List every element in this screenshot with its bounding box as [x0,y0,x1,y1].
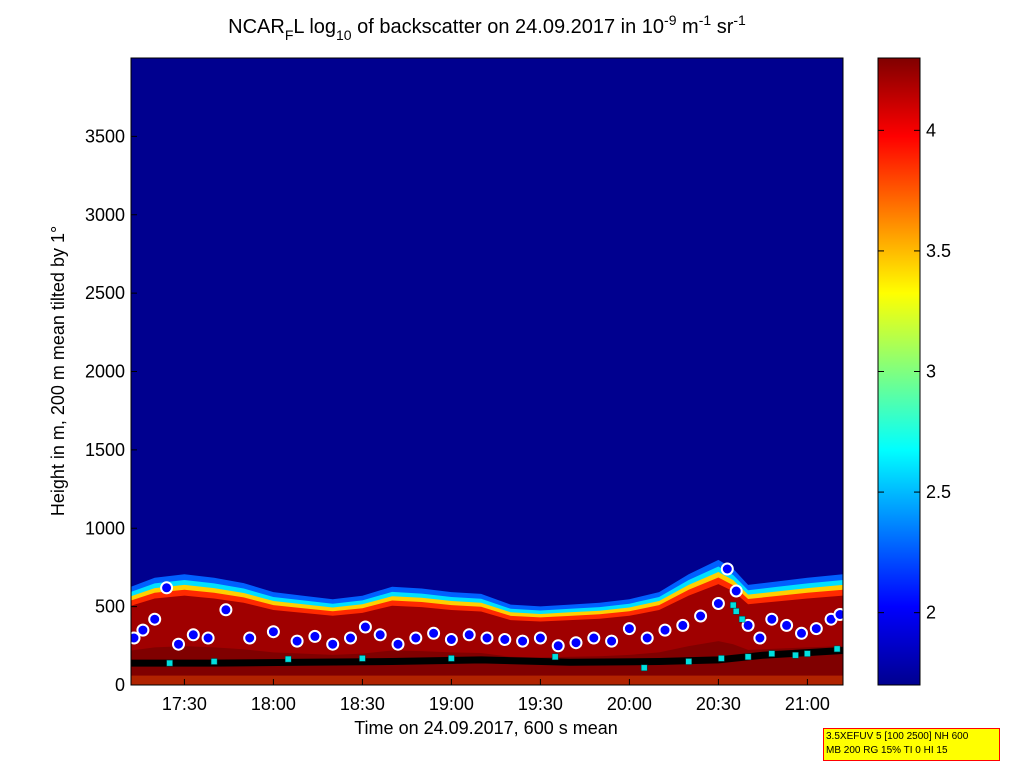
info-line-1: 3.5XEFUV 5 [100 2500] NH 600 [826,731,969,742]
cloud-base-marker [344,631,357,645]
cyan-marker [833,645,841,653]
cloud-base-marker [462,628,476,642]
colorbar-tick-label: 3.5 [926,241,951,261]
y-tick-label: 2000 [85,362,125,382]
x-tick-label: 18:00 [251,694,296,714]
cloud-base-marker [160,581,174,595]
plot-area [130,57,844,686]
cloud-base-marker [622,622,636,636]
cloud-base-marker [427,626,441,640]
colorbar-tick-label: 2 [926,603,936,623]
x-tick-label: 18:30 [340,694,385,714]
x-tick-label: 17:30 [162,694,207,714]
cloud-base-marker [409,631,423,645]
cloud-base-marker [741,618,755,632]
cloud-base-marker [290,634,304,648]
cyan-marker [448,655,455,662]
cyan-marker [718,655,725,662]
cloud-base-marker [694,609,708,623]
cloud-base-marker [795,626,808,640]
cloud-base-marker [266,625,280,639]
y-tick-label: 1000 [85,518,125,538]
cloud-base-marker [444,633,458,646]
cloud-base-marker [765,612,779,626]
cyan-marker [738,615,746,623]
cloud-base-marker [219,603,233,617]
chart-title: NCARFL log10 of backscatter on 24.09.201… [228,12,746,43]
cloud-base-marker [587,631,601,645]
cloud-base-marker [186,628,200,642]
cyan-marker [768,650,776,657]
cloud-base-marker [809,622,823,636]
cyan-marker [284,655,292,663]
x-tick-label: 19:00 [429,694,474,714]
cloud-base-marker [243,631,257,645]
x-tick-label: 20:00 [607,694,652,714]
colorbar-tick-label: 3 [926,362,936,382]
x-tick-label: 19:30 [518,694,563,714]
cloud-base-marker [326,637,340,651]
cloud-base-marker [711,597,725,610]
y-tick-label: 3500 [85,126,125,146]
cloud-base-marker [391,637,405,651]
cyan-marker [166,659,173,667]
cyan-marker [729,601,737,609]
cloud-base-marker [201,631,215,645]
cloud-base-marker [658,623,672,637]
cloud-base-marker [373,628,387,642]
near-ground-band [131,675,843,685]
cloud-base-marker [172,637,185,651]
cloud-base-marker [308,629,322,643]
mixing-layer-line [131,647,843,667]
x-axis: 17:30 18:00 18:30 19:00 19:30 20:00 20:30 21:00 [162,679,830,714]
colorbar-gradient [878,58,920,685]
cloud-base-marker [605,634,619,648]
cyan-marker [685,658,692,665]
cloud-base-marker [358,620,372,634]
cyan-marker [551,653,559,661]
y-axis: 0 500 1000 1500 2000 2500 3000 3500 [85,126,137,695]
cloud-base-marker [676,618,690,632]
y-tick-label: 500 [95,597,125,617]
cloud-base-marker [720,562,734,576]
cloud-base-marker [569,636,583,650]
cyan-marker [640,664,648,672]
cloud-base-marker [640,631,654,645]
colorbar-tick-label: 4 [926,120,936,140]
cloud-base-marker [780,618,794,632]
y-tick-label: 3000 [85,205,125,225]
cyan-marker [359,655,366,662]
cloud-base-marker [753,631,767,645]
colorbar: 2 2.5 3 3.5 4 [877,57,951,686]
cloud-base-marker [148,612,162,626]
cloud-base-marker [480,631,494,645]
y-tick-label: 1500 [85,440,125,460]
cyan-marker [210,658,218,665]
y-tick-label: 2500 [85,283,125,303]
info-line-2: MB 200 RG 15% TI 0 HI 15 [826,745,948,756]
cloud-base-marker [498,633,512,646]
colorbar-tick-label: 2.5 [926,482,951,502]
y-axis-label: Height in m, 200 m mean tilted by 1° [48,226,68,516]
x-tick-label: 21:00 [785,694,830,714]
cyan-marker [792,651,799,659]
cloud-base-marker [516,634,530,648]
cloud-base-marker [136,623,150,637]
cloud-base-marker [551,639,565,653]
x-tick-label: 20:30 [696,694,741,714]
cyan-marker [804,650,811,657]
processing-info-box: 3.5XEFUV 5 [100 2500] NH 600 MB 200 RG 1… [823,728,1000,761]
cloud-base-marker [729,584,743,598]
y-tick-label: 0 [115,675,125,695]
cloud-base-marker [131,631,141,645]
cloud-base-marker [533,631,547,645]
cyan-marker [744,653,752,661]
cyan-marker [732,608,740,615]
x-axis-label: Time on 24.09.2017, 600 s mean [354,718,618,738]
cloud-base-marker [833,608,843,621]
